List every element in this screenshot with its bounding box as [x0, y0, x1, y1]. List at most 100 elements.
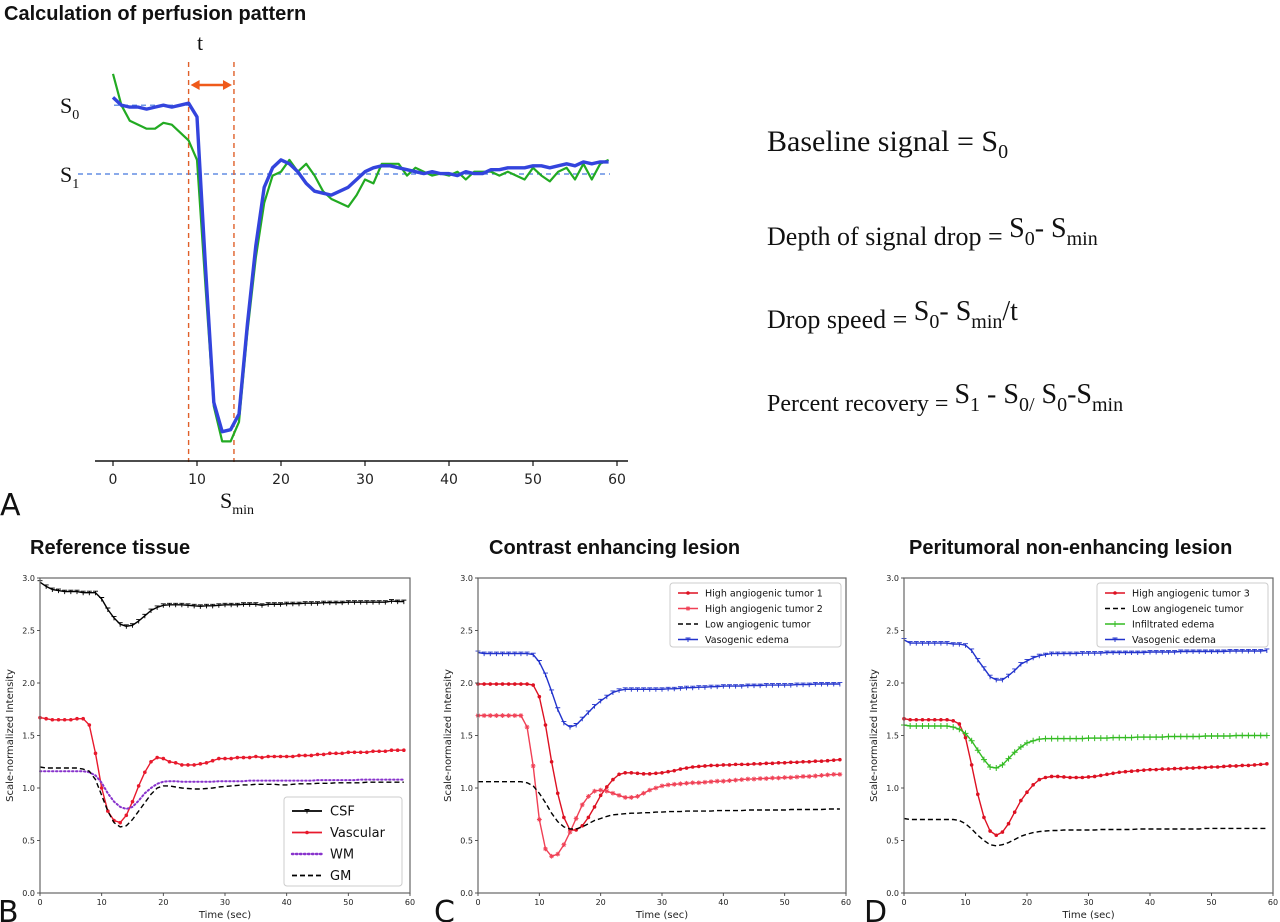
panel-d-marker-infiltrated-edema [974, 747, 981, 754]
panel-b-marker-csf [154, 605, 160, 610]
panel-c-marker-high-angiogenic-tumor-1 [598, 793, 603, 798]
panel-d-marker-high-angiogenic-tumor-3 [1191, 766, 1195, 770]
panel-b-marker-csf [302, 601, 308, 606]
equation-lhs: Drop speed = [767, 305, 914, 334]
panel-b-marker-csf [222, 602, 228, 608]
panel-d-marker-infiltrated-edema [1190, 733, 1197, 740]
panel-c-marker-high-angiogenic-tumor-1 [555, 791, 560, 796]
panel-d-marker-infiltrated-edema [913, 723, 920, 730]
panel-d-marker-high-angiogenic-tumor-3 [1049, 774, 1054, 779]
panel-b-marker-csf [62, 589, 68, 595]
equation-subscript: min [1067, 228, 1098, 250]
panel-d-marker-high-angiogenic-tumor-3 [1055, 774, 1060, 779]
panel-d-marker-high-angiogenic-tumor-3 [1062, 775, 1066, 779]
panel-c-y-tick-label: 1.5 [460, 732, 473, 741]
panel-d-marker-high-angiogenic-tumor-3 [939, 717, 943, 722]
panel-b-marker-vascular [371, 749, 375, 754]
legend-label-vascular: Vascular [330, 826, 386, 841]
panel-c-marker-high-angiogenic-tumor-2 [770, 775, 775, 781]
panel-b-marker-csf [327, 600, 333, 606]
panel-b-marker-vascular [62, 717, 67, 722]
panel-a-x-tick-label: 20 [272, 472, 290, 488]
panel-b-series-csf [39, 581, 404, 627]
panel-d-marker-high-angiogenic-tumor-3 [1185, 766, 1189, 770]
panel-c-marker-vasogenic-edema [628, 687, 634, 692]
panel-b-marker-csf [204, 603, 209, 609]
panel-c-marker-high-angiogenic-tumor-1 [813, 759, 818, 764]
legend-label-vasogenic-edema: Vasogenic edema [1132, 635, 1216, 646]
panel-c-marker-high-angiogenic-tumor-2 [536, 817, 542, 822]
panel-c-y-tick-label: 2.5 [460, 627, 473, 636]
panel-c-marker-high-angiogenic-tumor-2 [561, 842, 567, 848]
panel-c-marker-vasogenic-edema [500, 651, 506, 657]
panel-c-marker-high-angiogenic-tumor-2 [714, 778, 720, 784]
equation-subscript: 0/ [1019, 394, 1035, 416]
panel-d-marker-infiltrated-edema [1030, 737, 1037, 744]
equation-subscript: 0 [1025, 228, 1035, 250]
panel-d-legend-box [1096, 582, 1269, 648]
panel-d-marker-vasogenic-edema [1252, 649, 1258, 654]
equation-term: - S [939, 296, 971, 327]
panel-b-y-tick-label: 3.0 [22, 574, 35, 583]
panel-d-marker-infiltrated-edema [1110, 734, 1117, 741]
panel-c-marker-high-angiogenic-tumor-1 [654, 771, 658, 776]
panel-b-y-tick-label: 1.5 [22, 732, 35, 741]
panel-b-marker-vascular [402, 748, 406, 752]
panel-c-marker-high-angiogenic-tumor-1 [819, 759, 824, 764]
equation-term: S [1009, 213, 1025, 244]
panel-b-marker-vascular [395, 748, 400, 752]
panel-d-marker-high-angiogenic-tumor-3 [1099, 773, 1103, 778]
panel-d-marker-high-angiogenic-tumor-3 [1166, 767, 1171, 771]
panel-c-marker-high-angiogenic-tumor-2 [684, 780, 689, 786]
panel-c-marker-high-angiogenic-tumor-2 [739, 777, 745, 782]
panel-b-marker-vascular [186, 763, 190, 767]
panel-b-marker-vascular [50, 717, 55, 722]
panel-c-marker-high-angiogenic-tumor-2 [506, 713, 512, 718]
panel-c-marker-high-angiogenic-tumor-2 [782, 775, 788, 780]
panel-a: Calculation of perfusion pattern 0 10 20 30… [0, 3, 628, 523]
panel-d-marker-vasogenic-edema [1018, 662, 1024, 667]
legend-label-high-angiogenic-tumor-2: High angiogenic tumor 2 [705, 604, 823, 615]
panel-d-marker-high-angiogenic-tumor-3 [1252, 763, 1257, 767]
panel-b-marker-vascular [291, 754, 295, 759]
panel-c-marker-vasogenic-edema [536, 660, 542, 665]
panel-c-marker-vasogenic-edema [806, 682, 812, 688]
panel-d-marker-vasogenic-edema [993, 677, 999, 683]
panel-d-marker-infiltrated-edema [1153, 734, 1160, 741]
panel-b-marker-vascular [56, 717, 61, 722]
panel-b-marker-csf [216, 603, 222, 608]
panel-d-marker-high-angiogenic-tumor-3 [920, 717, 925, 722]
equation-subscript: 1 [970, 394, 980, 416]
panel-b-marker-vascular [377, 749, 381, 754]
panel-b-marker-csf [173, 602, 179, 608]
panel-d-marker-infiltrated-edema [956, 726, 963, 733]
panel-b-marker-csf [401, 599, 407, 605]
equation-term: S [1035, 379, 1058, 410]
equation-percent-recovery: Percent recovery = S1 - S0/ S0-Smin [767, 379, 1123, 417]
panel-c-marker-high-angiogenic-tumor-1 [623, 770, 627, 775]
panel-c-marker-high-angiogenic-tumor-2 [628, 795, 634, 800]
panel-c-marker-high-angiogenic-tumor-2 [837, 771, 843, 777]
panel-b-marker-csf [259, 603, 265, 608]
panel-b-marker-vascular [241, 755, 246, 760]
panel-d-marker-infiltrated-edema [937, 723, 944, 730]
panel-b-marker-vascular [75, 716, 79, 721]
panel-c-x-tick-label: 10 [534, 898, 544, 907]
panel-a-x-tick-label: 50 [524, 472, 542, 488]
panel-c-marker-high-angiogenic-tumor-2 [512, 713, 518, 718]
panel-c-marker-high-angiogenic-tumor-1 [482, 682, 486, 686]
panel-d-marker-vasogenic-edema [987, 674, 993, 680]
panel-c-marker-high-angiogenic-tumor-2 [665, 782, 671, 788]
panel-c-marker-vasogenic-edema [616, 688, 622, 693]
panel-d-marker-high-angiogenic-tumor-3 [1246, 763, 1251, 768]
panel-c-x-tick-label: 0 [475, 898, 480, 907]
panel-c-marker-high-angiogenic-tumor-2 [518, 713, 524, 718]
panel-c-marker-high-angiogenic-tumor-1 [795, 760, 799, 765]
panel-c-marker-high-angiogenic-tumor-2 [757, 776, 763, 781]
panel-c-marker-vasogenic-edema [561, 720, 567, 726]
panel-b-marker-vascular [260, 755, 264, 760]
panel-b-marker-vascular [217, 756, 221, 761]
panel-letter-b: B [0, 895, 19, 922]
panel-c-marker-vasogenic-edema [598, 698, 604, 704]
panel-b-marker-csf [370, 600, 376, 605]
